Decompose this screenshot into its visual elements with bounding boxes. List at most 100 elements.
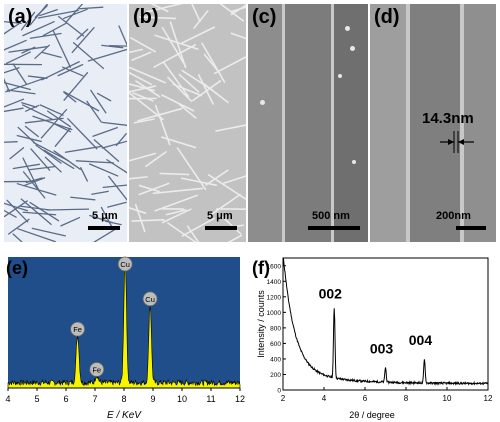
- nanobelt: [17, 228, 56, 242]
- scale-bar-b: [205, 226, 237, 230]
- nanobelt: [24, 104, 40, 112]
- nanobelt: [8, 218, 30, 235]
- nanobelt: [153, 44, 197, 68]
- thickness-label-d: 14.3nm: [422, 110, 474, 127]
- particle-c4: [338, 74, 342, 78]
- nanobelt: [71, 26, 95, 54]
- particle-c5: [352, 160, 356, 164]
- nanobelt: [44, 156, 62, 173]
- eds-peak-label: Cu: [120, 260, 130, 269]
- nanobelt: [132, 92, 154, 102]
- belt-body-d: [410, 4, 460, 242]
- nanobelt: [28, 165, 56, 171]
- nanobelt: [92, 126, 118, 137]
- nanobelt: [135, 80, 161, 98]
- nanobelt: [4, 107, 24, 113]
- panel-c-sem-belt: (c) 500 nm: [248, 4, 368, 242]
- nanobelt: [178, 73, 200, 93]
- nanobelt: [108, 45, 127, 47]
- nanobelt: [197, 74, 214, 105]
- eds-peak-marker: [89, 362, 105, 377]
- nanobelt: [86, 100, 102, 123]
- xrd-y-tick-label: 400: [270, 356, 281, 363]
- eds-x-tick-label: 9: [150, 394, 155, 404]
- nanobelt: [22, 211, 57, 216]
- nanobelt: [57, 63, 84, 77]
- panel-a-optical-image: (a) 5 μm: [4, 4, 127, 242]
- nanobelt: [63, 8, 88, 20]
- nanobelt: [203, 53, 220, 74]
- nanobelt: [30, 148, 51, 171]
- thickness-arrows-d: [440, 131, 474, 153]
- xrd-x-tick-label: 2: [281, 394, 286, 403]
- eds-peak-marker: [142, 291, 158, 307]
- nanobelt: [32, 115, 73, 131]
- nanobelt: [57, 15, 85, 37]
- particle-c1: [260, 100, 265, 105]
- nanobelt: [53, 150, 81, 170]
- nanobelt: [102, 184, 127, 189]
- nanobelt: [63, 72, 89, 101]
- nanobelt: [93, 229, 115, 242]
- nanobelt: [35, 144, 62, 164]
- nanobelt: [159, 172, 190, 176]
- nanobelt: [129, 48, 144, 54]
- eds-x-tick-label: 7: [92, 394, 97, 404]
- particle-c3: [350, 46, 355, 51]
- nanobelt: [129, 71, 153, 86]
- nanobelt: [209, 193, 241, 217]
- nanobelt: [6, 89, 36, 95]
- nanobelt: [34, 44, 50, 59]
- nanobelt: [161, 94, 195, 112]
- nanobelt: [178, 103, 197, 119]
- nanobelt: [37, 9, 79, 19]
- nanobelt: [215, 124, 246, 132]
- eds-x-axis-label: E / KeV: [107, 410, 142, 421]
- panel-label-c: (c): [252, 6, 277, 28]
- nanobelt: [130, 37, 157, 53]
- nanobelt: [213, 56, 246, 75]
- eds-peak-label: Cu: [145, 295, 155, 304]
- xrd-y-axis-label: Intensity / counts: [256, 290, 266, 358]
- scale-label-c: 500 nm: [312, 210, 350, 222]
- nanobelt: [230, 4, 246, 16]
- eds-x-tick-label: 10: [177, 394, 187, 404]
- nanobelt: [31, 227, 66, 237]
- nanobelt: [78, 6, 104, 10]
- nanobelt: [223, 175, 246, 184]
- xrd-x-tick-label: 10: [443, 394, 452, 403]
- nanobelt: [172, 83, 203, 97]
- xrd-x-axis-label: 2θ / degree: [349, 410, 395, 420]
- nanobelt: [93, 139, 120, 162]
- nanobelt: [138, 184, 160, 193]
- nanobelt: [4, 20, 22, 25]
- nanobelt: [167, 222, 197, 242]
- nanobelt: [16, 183, 57, 196]
- xrd-x-tick-label: 6: [363, 394, 368, 403]
- nanobelt: [129, 176, 148, 180]
- nanobelt: [191, 4, 201, 23]
- nanobelt: [46, 110, 71, 128]
- nanobelt: [108, 175, 127, 201]
- nanobelt: [193, 10, 209, 29]
- nanobelt: [4, 98, 25, 108]
- nanobelt: [12, 233, 23, 242]
- nanobelt: [4, 209, 17, 218]
- nanobelt: [129, 152, 157, 162]
- nanobelt: [138, 16, 177, 20]
- xrd-curve: [282, 257, 489, 386]
- nanobelt: [167, 76, 193, 102]
- nanobelt: [129, 91, 164, 121]
- nanobelt: [22, 171, 46, 199]
- xrd-y-tick-label: 200: [270, 372, 281, 379]
- nanobelt: [46, 208, 90, 211]
- nanobelt: [21, 102, 37, 108]
- nanobelt: [54, 127, 71, 147]
- nanobelt: [63, 91, 77, 103]
- xrd-y-tick-label: 1200: [267, 294, 282, 301]
- nanobelt: [20, 198, 52, 225]
- nanobelt: [118, 25, 127, 46]
- nanobelt: [101, 140, 127, 149]
- eds-x-tick-label: 6: [63, 394, 68, 404]
- nanobelt: [221, 216, 242, 235]
